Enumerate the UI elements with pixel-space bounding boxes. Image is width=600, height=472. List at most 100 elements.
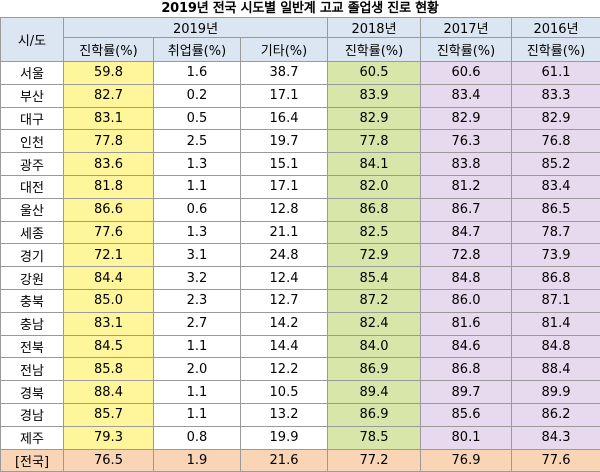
cell-other-2019: 21.6	[241, 449, 328, 472]
cell-advancement-2017: 83.4	[421, 84, 512, 107]
cell-employment-2019: 2.0	[154, 358, 241, 381]
cell-advancement-2016: 86.8	[512, 267, 600, 290]
cell-employment-2019: 1.1	[154, 335, 241, 358]
cell-employment-2019: 1.1	[154, 403, 241, 426]
header-row-years: 시/도 2019년 2018년 2017년 2016년	[1, 18, 600, 38]
header-region: 시/도	[1, 18, 64, 62]
cell-other-2019: 17.1	[241, 175, 328, 198]
cell-advancement-2017: 84.8	[421, 267, 512, 290]
cell-other-2019: 38.7	[241, 62, 328, 85]
cell-region: 인천	[1, 130, 64, 153]
cell-employment-2019: 1.9	[154, 449, 241, 472]
cell-region: 전남	[1, 358, 64, 381]
cell-advancement-2017: 60.6	[421, 62, 512, 85]
cell-advancement-2018: 60.5	[328, 62, 421, 85]
cell-advancement-2018: 82.5	[328, 221, 421, 244]
cell-other-2019: 19.7	[241, 130, 328, 153]
cell-advancement-2019: 76.5	[64, 449, 154, 472]
cell-advancement-2016: 76.8	[512, 130, 600, 153]
cell-employment-2019: 2.5	[154, 130, 241, 153]
cell-advancement-2019: 84.4	[64, 267, 154, 290]
cell-region: 충북	[1, 289, 64, 312]
cell-other-2019: 14.4	[241, 335, 328, 358]
cell-advancement-2016: 83.4	[512, 175, 600, 198]
cell-other-2019: 14.2	[241, 312, 328, 335]
cell-other-2019: 12.2	[241, 358, 328, 381]
cell-advancement-2016: 61.1	[512, 62, 600, 85]
cell-employment-2019: 1.3	[154, 153, 241, 176]
cell-other-2019: 21.1	[241, 221, 328, 244]
cell-region: 광주	[1, 153, 64, 176]
cell-region: 부산	[1, 84, 64, 107]
cell-advancement-2017: 89.7	[421, 381, 512, 404]
cell-advancement-2018: 86.9	[328, 403, 421, 426]
cell-employment-2019: 2.3	[154, 289, 241, 312]
cell-advancement-2017: 83.8	[421, 153, 512, 176]
career-status-table: 시/도 2019년 2018년 2017년 2016년 진학률(%) 취업률(%…	[0, 17, 600, 472]
cell-advancement-2019: 83.1	[64, 312, 154, 335]
cell-advancement-2016: 87.1	[512, 289, 600, 312]
header-2019-employment: 취업률(%)	[154, 38, 241, 62]
cell-advancement-2018: 82.9	[328, 107, 421, 130]
cell-advancement-2019: 77.8	[64, 130, 154, 153]
cell-advancement-2019: 83.1	[64, 107, 154, 130]
cell-employment-2019: 1.6	[154, 62, 241, 85]
cell-employment-2019: 0.6	[154, 198, 241, 221]
cell-advancement-2019: 81.8	[64, 175, 154, 198]
cell-advancement-2019: 88.4	[64, 381, 154, 404]
header-2019-advancement: 진학률(%)	[64, 38, 154, 62]
cell-advancement-2016: 83.3	[512, 84, 600, 107]
cell-advancement-2017: 81.2	[421, 175, 512, 198]
cell-region: 대전	[1, 175, 64, 198]
cell-employment-2019: 3.1	[154, 244, 241, 267]
cell-advancement-2019: 59.8	[64, 62, 154, 85]
cell-advancement-2018: 84.0	[328, 335, 421, 358]
cell-advancement-2016: 88.4	[512, 358, 600, 381]
cell-other-2019: 24.8	[241, 244, 328, 267]
cell-advancement-2017: 76.3	[421, 130, 512, 153]
cell-advancement-2018: 84.1	[328, 153, 421, 176]
header-2016-advancement: 진학률(%)	[512, 38, 600, 62]
cell-advancement-2017: 86.8	[421, 358, 512, 381]
header-year-2016: 2016년	[512, 18, 600, 38]
cell-advancement-2018: 78.5	[328, 426, 421, 449]
cell-region: 강원	[1, 267, 64, 290]
cell-other-2019: 12.8	[241, 198, 328, 221]
cell-advancement-2019: 86.6	[64, 198, 154, 221]
cell-advancement-2016: 85.2	[512, 153, 600, 176]
cell-advancement-2016: 84.8	[512, 335, 600, 358]
cell-advancement-2019: 72.1	[64, 244, 154, 267]
cell-advancement-2016: 86.2	[512, 403, 600, 426]
cell-region: 경남	[1, 403, 64, 426]
cell-advancement-2017: 81.6	[421, 312, 512, 335]
cell-advancement-2017: 80.1	[421, 426, 512, 449]
cell-advancement-2018: 86.8	[328, 198, 421, 221]
cell-advancement-2017: 76.9	[421, 449, 512, 472]
cell-region: 제주	[1, 426, 64, 449]
cell-advancement-2019: 85.8	[64, 358, 154, 381]
header-2018-advancement: 진학률(%)	[328, 38, 421, 62]
cell-employment-2019: 2.7	[154, 312, 241, 335]
header-year-2017: 2017년	[421, 18, 512, 38]
cell-advancement-2016: 86.5	[512, 198, 600, 221]
header-2017-advancement: 진학률(%)	[421, 38, 512, 62]
cell-employment-2019: 0.5	[154, 107, 241, 130]
cell-advancement-2018: 77.8	[328, 130, 421, 153]
cell-employment-2019: 0.8	[154, 426, 241, 449]
cell-advancement-2018: 82.0	[328, 175, 421, 198]
cell-employment-2019: 3.2	[154, 267, 241, 290]
cell-advancement-2017: 72.8	[421, 244, 512, 267]
cell-advancement-2017: 86.7	[421, 198, 512, 221]
cell-advancement-2018: 87.2	[328, 289, 421, 312]
